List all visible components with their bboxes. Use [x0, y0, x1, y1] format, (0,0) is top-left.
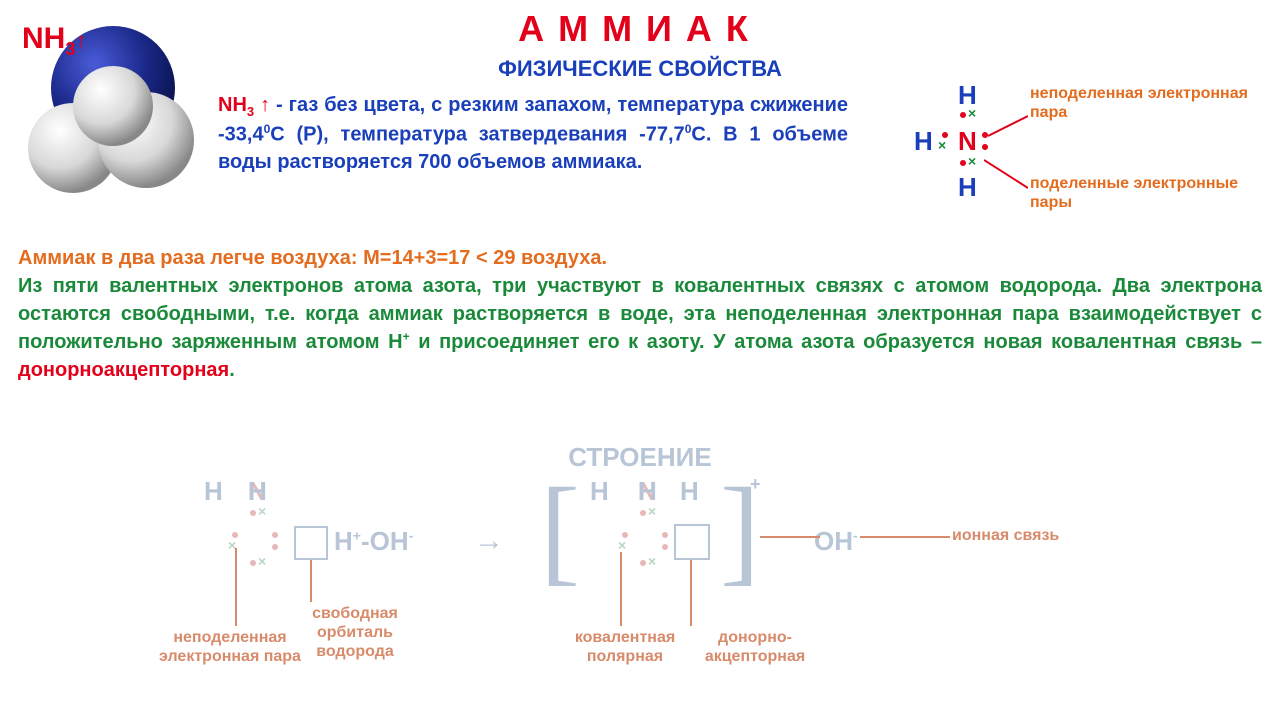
- structure-heading: СТРОЕНИЕ: [0, 442, 1280, 473]
- structure-diagram: H H N H × × × H+-OH- → [ H H N H × × ×: [120, 476, 1160, 706]
- lewis-structure-nh3: H H N H × × × неподеленная электронная п…: [880, 80, 1260, 240]
- physical-properties-text: NH3 ↑ - газ без цвета, с резким запахом,…: [218, 92, 848, 177]
- formula-label: NH3↑: [22, 22, 86, 60]
- explanation-text: Аммиак в два раза легче воздуха: М=14+3=…: [18, 244, 1262, 384]
